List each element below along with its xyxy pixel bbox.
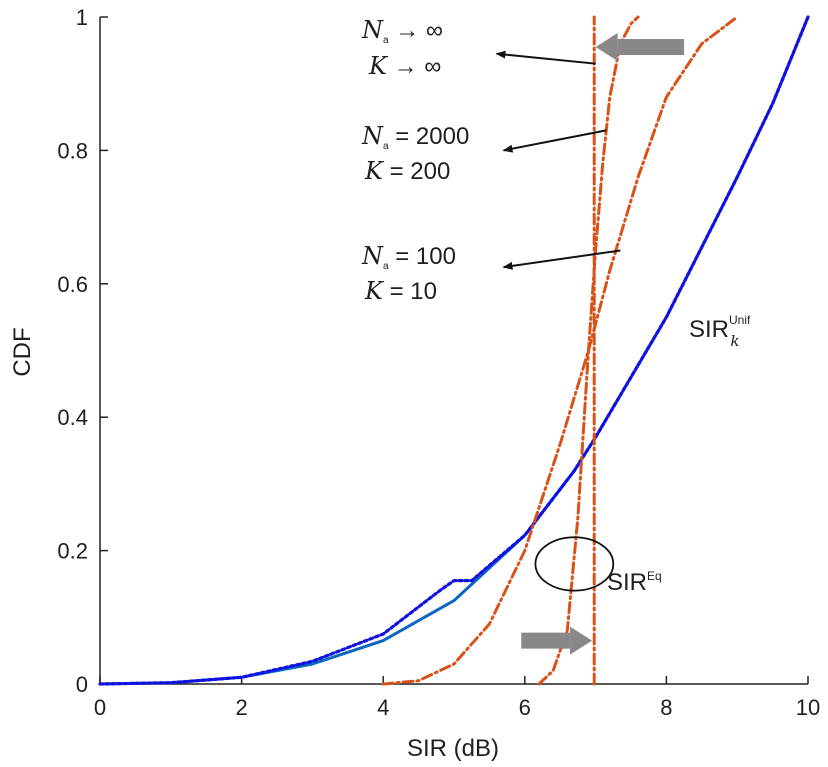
pointer-arrow xyxy=(502,129,607,153)
y-tick-label: 0.8 xyxy=(57,138,88,163)
shift-arrow-head xyxy=(570,626,593,655)
y-tick-label: 0.2 xyxy=(57,539,88,564)
series-sir-k-unif xyxy=(98,15,810,686)
pointer-arrow xyxy=(495,50,596,65)
shift-arrow-head xyxy=(595,33,618,62)
series-na-100-k-10 xyxy=(381,15,739,686)
shift-arrow-shaft xyxy=(617,39,685,56)
label-k-200: K = 200 xyxy=(364,157,450,185)
x-axis-label: SIR (dB) xyxy=(407,735,499,762)
label-sir-unif: SIRUnif k xyxy=(689,313,751,350)
y-tick-label: 1 xyxy=(76,5,88,30)
y-tick-label: 0 xyxy=(76,672,88,697)
y-tick-label: 0.6 xyxy=(57,272,88,297)
x-tick-label: 0 xyxy=(94,695,106,720)
series-sir-eq-approximation xyxy=(98,15,810,686)
y-axis-label: CDF xyxy=(9,327,36,376)
x-tick-label: 2 xyxy=(235,695,247,720)
pointer-arrow xyxy=(502,249,621,270)
label-k-infinity: K → ∞ xyxy=(368,52,441,80)
label-na-100: Na = 100 xyxy=(361,242,456,272)
plot-area: 0 2 4 6 8 10 0 0.2 0.4 0.6 0.8 1 xyxy=(57,5,820,720)
y-tick-label: 0.4 xyxy=(57,405,88,430)
label-sir-eq: SIREq xyxy=(607,569,662,596)
x-tick-label: 6 xyxy=(519,695,531,720)
x-tick-label: 4 xyxy=(377,695,389,720)
shift-arrow-shaft xyxy=(521,632,571,649)
x-tick-label: 8 xyxy=(660,695,672,720)
label-na-2000: Na = 2000 xyxy=(361,122,469,152)
label-na-infinity: Na → ∞ xyxy=(361,16,443,46)
label-k-10: K = 10 xyxy=(364,277,437,305)
eq-group-ellipse xyxy=(534,536,615,592)
x-tick-label: 10 xyxy=(796,695,820,720)
